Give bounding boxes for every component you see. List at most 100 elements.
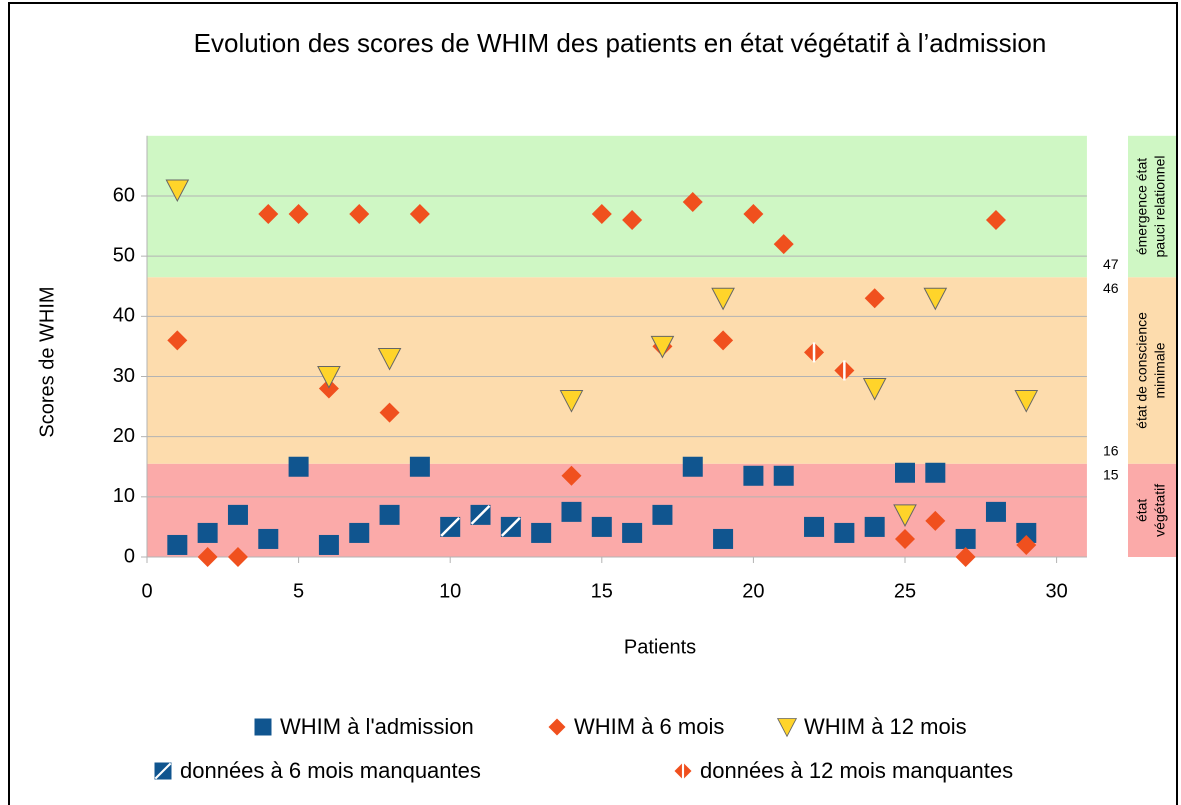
legend-label: WHIM à 6 mois: [574, 714, 724, 739]
point: [1014, 390, 1039, 413]
marker-part: [985, 501, 1006, 522]
marker-part: [470, 504, 491, 525]
marker-part: [895, 462, 915, 483]
point: [862, 378, 887, 401]
point: [864, 516, 885, 537]
marker-part: [773, 465, 794, 486]
marker-part: [713, 330, 734, 351]
legend-label: WHIM à 12 mois: [804, 714, 967, 739]
point: [711, 287, 735, 311]
marker-part: [773, 234, 794, 255]
point: [318, 534, 339, 555]
point: [804, 342, 825, 363]
marker-part: [548, 718, 566, 736]
marker-part: [258, 204, 279, 225]
marker-part: [154, 762, 172, 780]
marker-part: [1014, 390, 1039, 413]
marker-part: [985, 210, 1006, 231]
point: [379, 402, 400, 423]
y-tick-label: 30: [113, 365, 135, 387]
point: [682, 456, 703, 477]
point: [167, 330, 188, 351]
marker-part: [776, 718, 798, 738]
point: [985, 501, 1006, 522]
x-tick-label: 25: [894, 580, 916, 602]
legend-marker: [548, 718, 566, 736]
point: [893, 504, 917, 527]
marker-part: [682, 456, 703, 477]
x-tick-label: 10: [439, 580, 461, 602]
band-label-box: [1128, 135, 1176, 278]
legend-label: données à 6 mois manquantes: [180, 758, 481, 783]
band-label: minimale: [1152, 342, 1168, 398]
marker-part: [650, 335, 675, 359]
marker-part: [227, 504, 248, 525]
point: [834, 360, 855, 381]
band-limit: 15: [1103, 466, 1119, 482]
marker-part: [893, 504, 917, 527]
point: [197, 522, 218, 543]
x-tick-label: 5: [293, 580, 304, 602]
marker-part: [197, 522, 218, 543]
y-tick-label: 0: [124, 545, 135, 567]
marker-part: [834, 522, 855, 543]
marker-part: [167, 534, 188, 555]
band-label-box: [1128, 277, 1176, 464]
legend-item: données à 6 mois manquantes: [154, 758, 481, 783]
marker-part: [288, 456, 309, 477]
point: [531, 522, 552, 543]
point: [317, 365, 341, 389]
point: [713, 528, 734, 549]
marker-part: [682, 191, 703, 212]
point: [409, 204, 430, 225]
point: [743, 204, 764, 225]
point: [227, 547, 248, 567]
point: [258, 528, 279, 549]
marker-part: [862, 378, 887, 401]
point: [773, 234, 794, 255]
legend-marker: [254, 718, 272, 736]
point: [197, 547, 218, 567]
point: [561, 465, 582, 486]
point: [591, 516, 612, 537]
point: [561, 501, 582, 522]
marker-part: [254, 718, 272, 736]
marker-part: [591, 204, 612, 225]
band-label-box: [1128, 463, 1176, 557]
x-tick-label: 15: [591, 580, 613, 602]
marker-part: [864, 516, 885, 537]
marker-part: [349, 204, 370, 225]
marker-part: [622, 522, 643, 543]
marker-part: [379, 402, 400, 423]
marker-part: [379, 504, 400, 525]
point: [743, 465, 764, 486]
marker-part: [923, 287, 948, 311]
point: [288, 204, 309, 225]
marker-part: [561, 501, 582, 522]
point: [470, 504, 491, 525]
y-tick-label: 10: [113, 485, 135, 507]
point: [925, 510, 946, 531]
band-label: émergence état: [1134, 158, 1150, 255]
marker-part: [377, 347, 402, 371]
marker-part: [591, 516, 612, 537]
marker-part: [197, 547, 218, 567]
legend-marker: [776, 718, 798, 738]
marker-part: [317, 365, 341, 389]
marker-part: [925, 462, 946, 483]
point: [1016, 522, 1037, 543]
y-tick-label: 50: [113, 244, 135, 266]
marker-part: [622, 210, 643, 231]
marker-part: [713, 528, 734, 549]
point: [258, 204, 279, 225]
marker-part: [531, 522, 552, 543]
band-limit: 16: [1103, 442, 1119, 458]
point: [682, 191, 703, 212]
band-label: état de conscience: [1134, 312, 1150, 429]
point: [349, 522, 370, 543]
chart-title: Evolution des scores de WHIM des patient…: [194, 28, 1047, 58]
marker-part: [288, 204, 309, 225]
point: [834, 522, 855, 543]
point: [500, 516, 521, 537]
band: [147, 463, 1087, 557]
